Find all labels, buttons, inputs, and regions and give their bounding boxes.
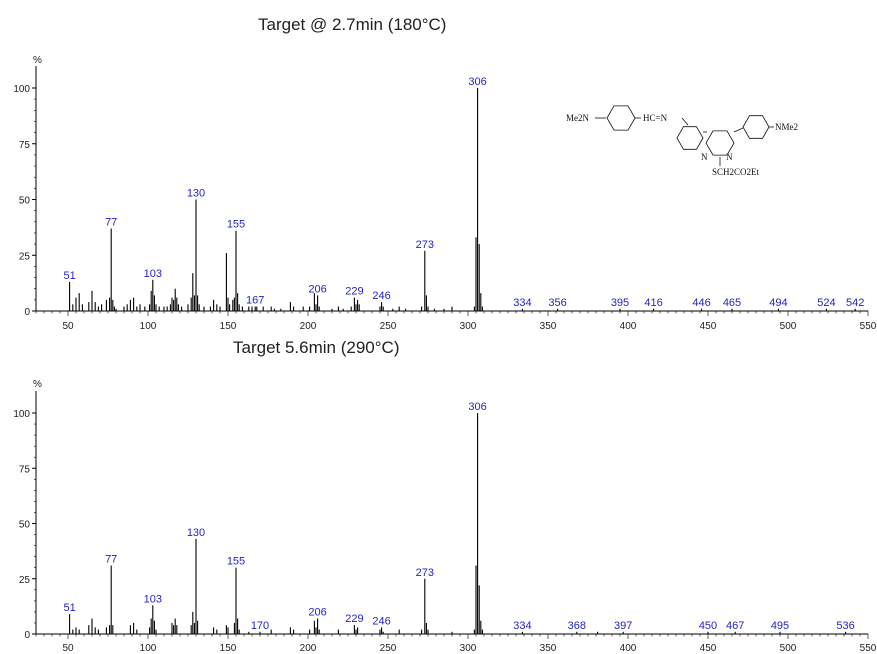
x-tick-label: 150	[220, 321, 237, 332]
peak-label: 77	[105, 216, 117, 228]
benzene-ring	[606, 105, 636, 131]
x-tick-label: 500	[780, 643, 797, 654]
peak-label: 229	[345, 613, 363, 625]
y-axis-label: %	[33, 55, 42, 66]
benzene-ring	[742, 115, 770, 139]
x-tick-label: 250	[380, 321, 397, 332]
peak-label: 450	[699, 620, 717, 632]
x-tick-label: 450	[700, 643, 717, 654]
x-tick-label: 400	[620, 643, 637, 654]
bond	[733, 127, 744, 133]
peak-label: 103	[144, 268, 162, 280]
peak-label: 130	[187, 527, 205, 539]
chem-group-me2n: Me2N	[566, 113, 589, 123]
peak-label: 77	[105, 553, 117, 565]
x-tick-label: 300	[460, 643, 477, 654]
peak-label: 467	[726, 620, 744, 632]
pyrimidine-ring	[705, 130, 735, 156]
peak-label: 524	[817, 297, 835, 309]
y-tick-label: 50	[19, 196, 31, 207]
peak-label: 170	[251, 620, 269, 632]
y-tick-label: 25	[19, 575, 31, 586]
peak-label: 494	[769, 297, 787, 309]
peak-label: 246	[372, 615, 390, 627]
peak-label: 495	[771, 620, 789, 632]
x-tick-label: 350	[540, 643, 557, 654]
peak-label: 536	[836, 620, 854, 632]
peak-label: 397	[614, 620, 632, 632]
peak-label: 273	[416, 567, 434, 579]
peak-label: 306	[468, 76, 486, 88]
peak-label: 155	[227, 556, 245, 568]
y-tick-label: 100	[13, 409, 30, 420]
x-tick-label: 550	[860, 321, 877, 332]
x-tick-label: 200	[300, 643, 317, 654]
peak-label: 395	[611, 297, 629, 309]
chart-2-title: Target 5.6min (290°C)	[233, 338, 400, 357]
y-tick-label: 75	[19, 140, 31, 151]
structure-diagram: Me2N HC=N N N SCH2CO2Et NMe2	[566, 105, 798, 177]
peak-label: 103	[144, 593, 162, 605]
x-tick-label: 50	[62, 321, 74, 332]
peak-label: 167	[246, 295, 264, 307]
y-tick-label: 0	[24, 307, 30, 318]
peak-label: 206	[308, 607, 326, 619]
x-tick-label: 300	[460, 321, 477, 332]
peak-label: 229	[345, 286, 363, 298]
peak-label: 416	[644, 297, 662, 309]
peak-label: 368	[568, 620, 586, 632]
x-tick-label: 350	[540, 321, 557, 332]
y-tick-label: 50	[19, 520, 31, 531]
x-tick-label: 150	[220, 643, 237, 654]
peak-label: 155	[227, 219, 245, 231]
chart-1-spectrum: % 0 25 50 75 100 50 100 150 200 250 300 350 400 450 500…	[13, 55, 877, 332]
y-tick-label: 75	[19, 464, 31, 475]
peak-label: 306	[468, 401, 486, 413]
x-tick-label: 100	[140, 643, 157, 654]
x-tick-label: 200	[300, 321, 317, 332]
y-axis-label: %	[33, 379, 42, 390]
peak-label: 542	[846, 297, 864, 309]
peak-label: 130	[187, 188, 205, 200]
peak-label: 465	[723, 297, 741, 309]
peak-label: 334	[513, 620, 531, 632]
bond	[681, 117, 689, 126]
benzene-ring	[676, 126, 704, 150]
peak-label: 206	[308, 283, 326, 295]
x-tick-label: 100	[140, 321, 157, 332]
y-tick-label: 100	[13, 84, 30, 95]
chem-group-n: N	[701, 152, 708, 162]
peak-label: 51	[63, 270, 75, 282]
chem-group-n: N	[726, 152, 733, 162]
y-tick-label: 0	[24, 630, 30, 641]
peak-label: 246	[372, 290, 390, 302]
peak-label: 356	[548, 297, 566, 309]
chem-group-nme2: NMe2	[775, 122, 798, 132]
y-tick-label: 25	[19, 251, 31, 262]
peak-label: 51	[63, 602, 75, 614]
peak-label: 273	[416, 239, 434, 251]
x-tick-label: 400	[620, 321, 637, 332]
chart-1-title: Target @ 2.7min (180°C)	[258, 15, 447, 34]
peak-label: 334	[513, 297, 531, 309]
x-tick-label: 50	[62, 643, 74, 654]
x-tick-label: 500	[780, 321, 797, 332]
x-tick-label: 550	[860, 643, 877, 654]
x-tick-label: 250	[380, 643, 397, 654]
peak-label: 446	[692, 297, 710, 309]
chem-group-imine: HC=N	[643, 113, 668, 123]
x-tick-label: 450	[700, 321, 717, 332]
chem-group-sch2co2et: SCH2CO2Et	[712, 167, 760, 177]
